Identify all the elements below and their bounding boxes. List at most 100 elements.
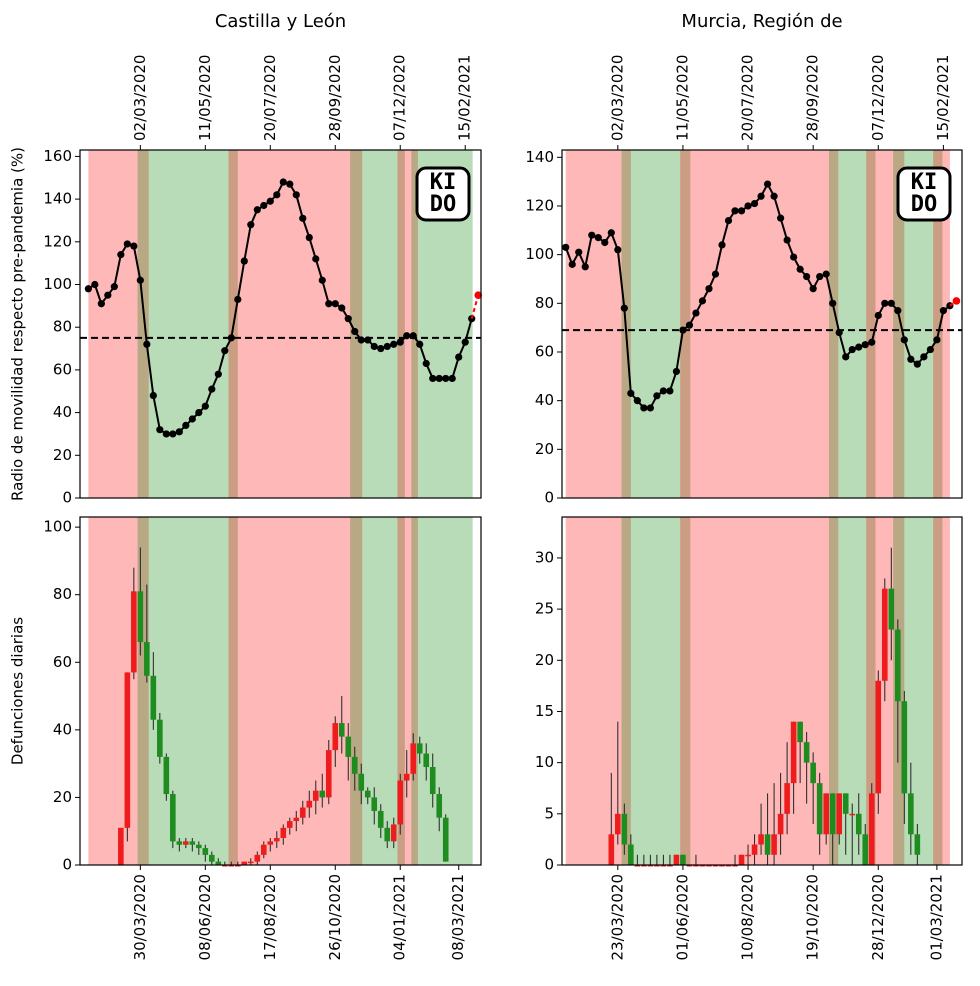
mobility-point	[416, 340, 424, 348]
mobility-point	[344, 315, 352, 323]
mobility-point	[227, 334, 235, 342]
candle-body	[228, 865, 235, 867]
mobility-point	[175, 428, 183, 436]
candle-body	[842, 793, 849, 814]
candle-body	[338, 723, 345, 737]
mobility-point	[777, 214, 785, 222]
mobility-point	[331, 300, 339, 308]
x-tick-label: 11/05/2020	[196, 55, 214, 141]
mobility-point	[214, 370, 222, 378]
candle-body	[273, 837, 280, 842]
mobility-point	[383, 342, 391, 351]
mobility-point	[894, 307, 902, 315]
y-tick-label: 0	[544, 489, 554, 507]
y-tick-label: 20	[535, 440, 554, 458]
mobility-point	[318, 276, 326, 284]
mobility-point	[91, 280, 99, 289]
y-tick-label: 40	[53, 403, 72, 421]
y-tick-label: 160	[43, 147, 72, 165]
mobility-point	[913, 360, 921, 368]
mobility-point	[809, 285, 817, 293]
mobility-point	[409, 332, 417, 340]
mobility-point	[855, 343, 863, 351]
candle-body	[784, 783, 790, 814]
mobility-point	[143, 340, 151, 348]
candle-body	[771, 834, 777, 855]
y-tick-label: 80	[53, 585, 72, 603]
y-tick-label: 0	[544, 856, 554, 874]
mobility-point	[698, 297, 707, 305]
y-tick-label: 20	[53, 788, 72, 806]
mobility-point	[201, 402, 209, 410]
mobility-point	[325, 300, 333, 308]
mobility-point	[711, 270, 720, 278]
mobility-point	[364, 336, 372, 344]
y-tick-label: 60	[535, 342, 554, 360]
mobility-point	[312, 255, 320, 263]
mobility-point	[588, 231, 596, 239]
candle-body	[254, 854, 261, 862]
mobility-point	[887, 299, 895, 307]
mobility-point	[253, 206, 261, 214]
mobility-point	[396, 338, 404, 346]
x-tick-label: 01/03/2021	[927, 874, 945, 960]
mobility-point	[744, 202, 752, 210]
x-tick-label: 07/12/2020	[869, 55, 887, 141]
y-tick-label: 140	[43, 190, 72, 208]
mobility-point	[822, 270, 830, 278]
x-tick-label: 20/07/2020	[739, 55, 757, 141]
candle-body	[881, 588, 888, 681]
candle-body	[371, 797, 378, 811]
mobility-point	[581, 263, 589, 271]
mobility-point	[461, 338, 469, 346]
mobility-point	[266, 197, 274, 205]
mobility-point	[633, 397, 641, 405]
candle-body	[888, 588, 895, 630]
y-tick-label: 80	[53, 318, 72, 336]
mobility-point	[279, 178, 287, 186]
mobility-point	[221, 347, 229, 355]
candle-body	[615, 813, 621, 835]
phase-region	[933, 150, 950, 498]
candle-body	[751, 844, 758, 855]
candle-body	[358, 773, 365, 791]
mobility-point	[351, 327, 359, 336]
candle-body	[797, 721, 803, 743]
mobility-point	[117, 251, 125, 259]
mobility-point	[390, 340, 398, 348]
mobility-point	[640, 404, 648, 412]
y-tick-label: 15	[535, 702, 554, 720]
y-tick-label: 100	[525, 245, 554, 263]
phase-region	[621, 150, 691, 498]
candle-body	[777, 813, 784, 835]
candle-body	[312, 790, 319, 801]
y-tick-label: 25	[535, 600, 554, 618]
mobility-point	[724, 216, 733, 225]
mobility-point	[273, 191, 281, 199]
mobility-point	[208, 385, 216, 393]
candle-body	[176, 841, 183, 845]
candle-body	[706, 865, 712, 867]
phase-region	[397, 150, 418, 498]
logo-text: KI	[430, 170, 457, 195]
y-tick-label: 0	[62, 856, 72, 874]
mobility-point	[620, 304, 628, 312]
x-tick-label: 15/02/2021	[456, 55, 474, 141]
mobility-point	[783, 236, 791, 244]
mobility-point	[679, 326, 687, 334]
candle-body	[855, 813, 862, 835]
subplot-title: Castilla y León	[215, 11, 346, 32]
mobility-point	[97, 300, 105, 308]
candle-body	[235, 865, 241, 867]
candle-body	[875, 680, 882, 794]
mobility-point	[816, 272, 824, 281]
candle-body	[816, 783, 823, 835]
candle-body	[836, 793, 843, 835]
mobility-point	[842, 353, 850, 361]
x-tick-label: 08/03/2021	[449, 874, 467, 960]
mobility-point	[607, 229, 615, 237]
mobility-point	[110, 283, 118, 291]
candle-body	[286, 821, 293, 828]
candle-body	[654, 865, 660, 867]
